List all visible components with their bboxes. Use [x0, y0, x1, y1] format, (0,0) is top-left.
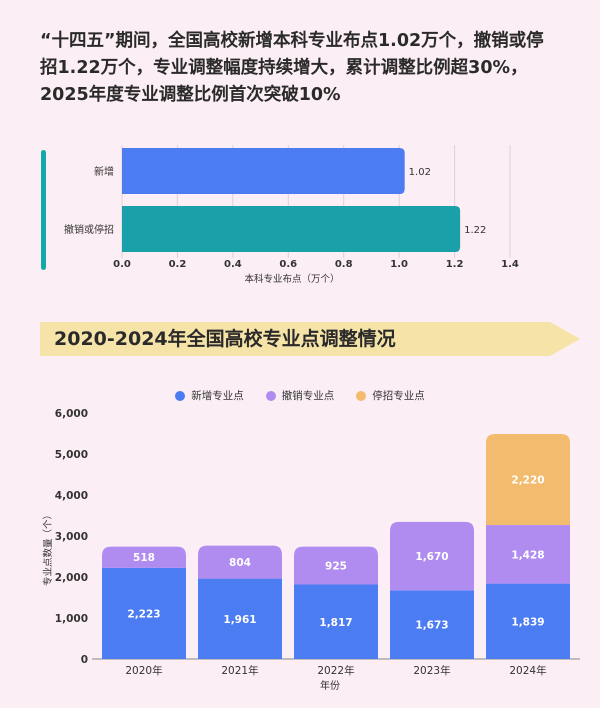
x-tick-label: 0.4 [224, 259, 242, 270]
accent-bar [41, 150, 46, 270]
x-axis-label: 本科专业布点（万个） [244, 273, 339, 285]
x-axis-label: 年份 [320, 679, 340, 692]
legend-swatch-cancel [265, 390, 276, 401]
category-label: 撤销或停招 [64, 223, 114, 236]
bar-segment-stop [486, 434, 570, 526]
section-banner: 2020-2024年全国高校专业点调整情况 [40, 322, 580, 356]
x-tick-label: 2022年 [317, 664, 354, 677]
bar-cancel-or-stop [122, 206, 461, 252]
bar-segment-new [102, 567, 186, 659]
bar-value-label: 804 [229, 557, 251, 569]
bar-segment-new [294, 584, 378, 659]
bar-new [122, 148, 405, 194]
bar-value-label: 925 [325, 561, 347, 573]
x-tick-label: 2021年 [221, 664, 258, 677]
bar-value-label: 2,220 [511, 475, 544, 487]
x-tick-label: 0.2 [169, 259, 187, 270]
x-tick-label: 1.2 [446, 259, 464, 270]
bar-segment-cancel [486, 525, 570, 584]
legend-label-stop: 停招专业点 [372, 390, 425, 402]
y-tick-label: 0 [81, 654, 88, 666]
x-tick-label: 2023年 [413, 664, 450, 677]
y-tick-label: 1,000 [55, 613, 88, 625]
legend-label-cancel: 撤销专业点 [281, 390, 335, 402]
x-tick-label: 0.0 [113, 259, 131, 270]
bar-value-label: 2,223 [127, 608, 160, 620]
y-tick-label: 5,000 [55, 449, 88, 461]
bar-value-label: 1,428 [511, 549, 544, 561]
category-label: 新增 [94, 165, 114, 178]
x-tick-label: 1.4 [501, 259, 519, 270]
x-tick-label: 0.8 [335, 259, 353, 270]
x-tick-label: 0.6 [279, 259, 297, 270]
bar-segment-cancel [198, 545, 282, 579]
bar-segment-new [486, 583, 570, 659]
chart-legend: 新增专业点 撤销专业点 停招专业点 [0, 388, 600, 403]
banner-arrow-shape [40, 322, 580, 356]
bar-value-label: 1,673 [415, 620, 448, 632]
headline-line-2: 招1.22万个，专业调整幅度持续增大，累计调整比例超30%， [40, 58, 528, 78]
bar-segment-cancel [294, 546, 378, 585]
banner-title: 2020-2024年全国高校专业点调整情况 [54, 328, 396, 350]
bar-segment-cancel [390, 521, 474, 591]
legend-item-cancel: 撤销专业点 [265, 388, 335, 403]
bar-segment-new [198, 578, 282, 659]
bar-value-label: 518 [133, 552, 155, 564]
bar-segment-cancel [102, 546, 186, 568]
y-tick-label: 4,000 [55, 490, 88, 502]
y-axis-label: 专业点数量（个） [42, 510, 54, 586]
bar-value-label: 1,817 [319, 617, 352, 629]
headline-line-3: 2025年度专业调整比例首次突破10% [40, 85, 341, 105]
legend-label-new: 新增专业点 [191, 390, 244, 402]
legend-item-new: 新增专业点 [175, 388, 244, 403]
bar-segment-new [390, 590, 474, 659]
y-tick-label: 6,000 [55, 408, 88, 420]
headline: “十四五”期间，全国高校新增本科专业布点1.02万个，撤销或停 招1.22万个，… [40, 28, 580, 109]
bar-value-label: 1,839 [511, 616, 544, 628]
y-tick-label: 3,000 [55, 531, 88, 543]
legend-swatch-stop [356, 390, 367, 401]
bar-value-label: 1.22 [464, 225, 486, 236]
legend-swatch-new [175, 390, 186, 401]
headline-line-1: “十四五”期间，全国高校新增本科专业布点1.02万个，撤销或停 [40, 31, 544, 51]
x-tick-label: 2020年 [125, 664, 162, 677]
horizontal-bar-chart: 0.0 0.2 0.4 0.6 0.8 1.0 1.2 1.4 本科专业布点（万个） 新增 1.02… [64, 145, 519, 285]
x-tick-label: 2024年 [509, 664, 546, 677]
legend-item-stop: 停招专业点 [356, 388, 425, 403]
bar-value-label: 1.02 [409, 167, 431, 178]
bar-value-label: 1,961 [223, 614, 256, 626]
bar-value-label: 1,670 [415, 551, 448, 563]
x-tick-label: 1.0 [390, 259, 408, 270]
y-tick-label: 2,000 [55, 572, 88, 584]
